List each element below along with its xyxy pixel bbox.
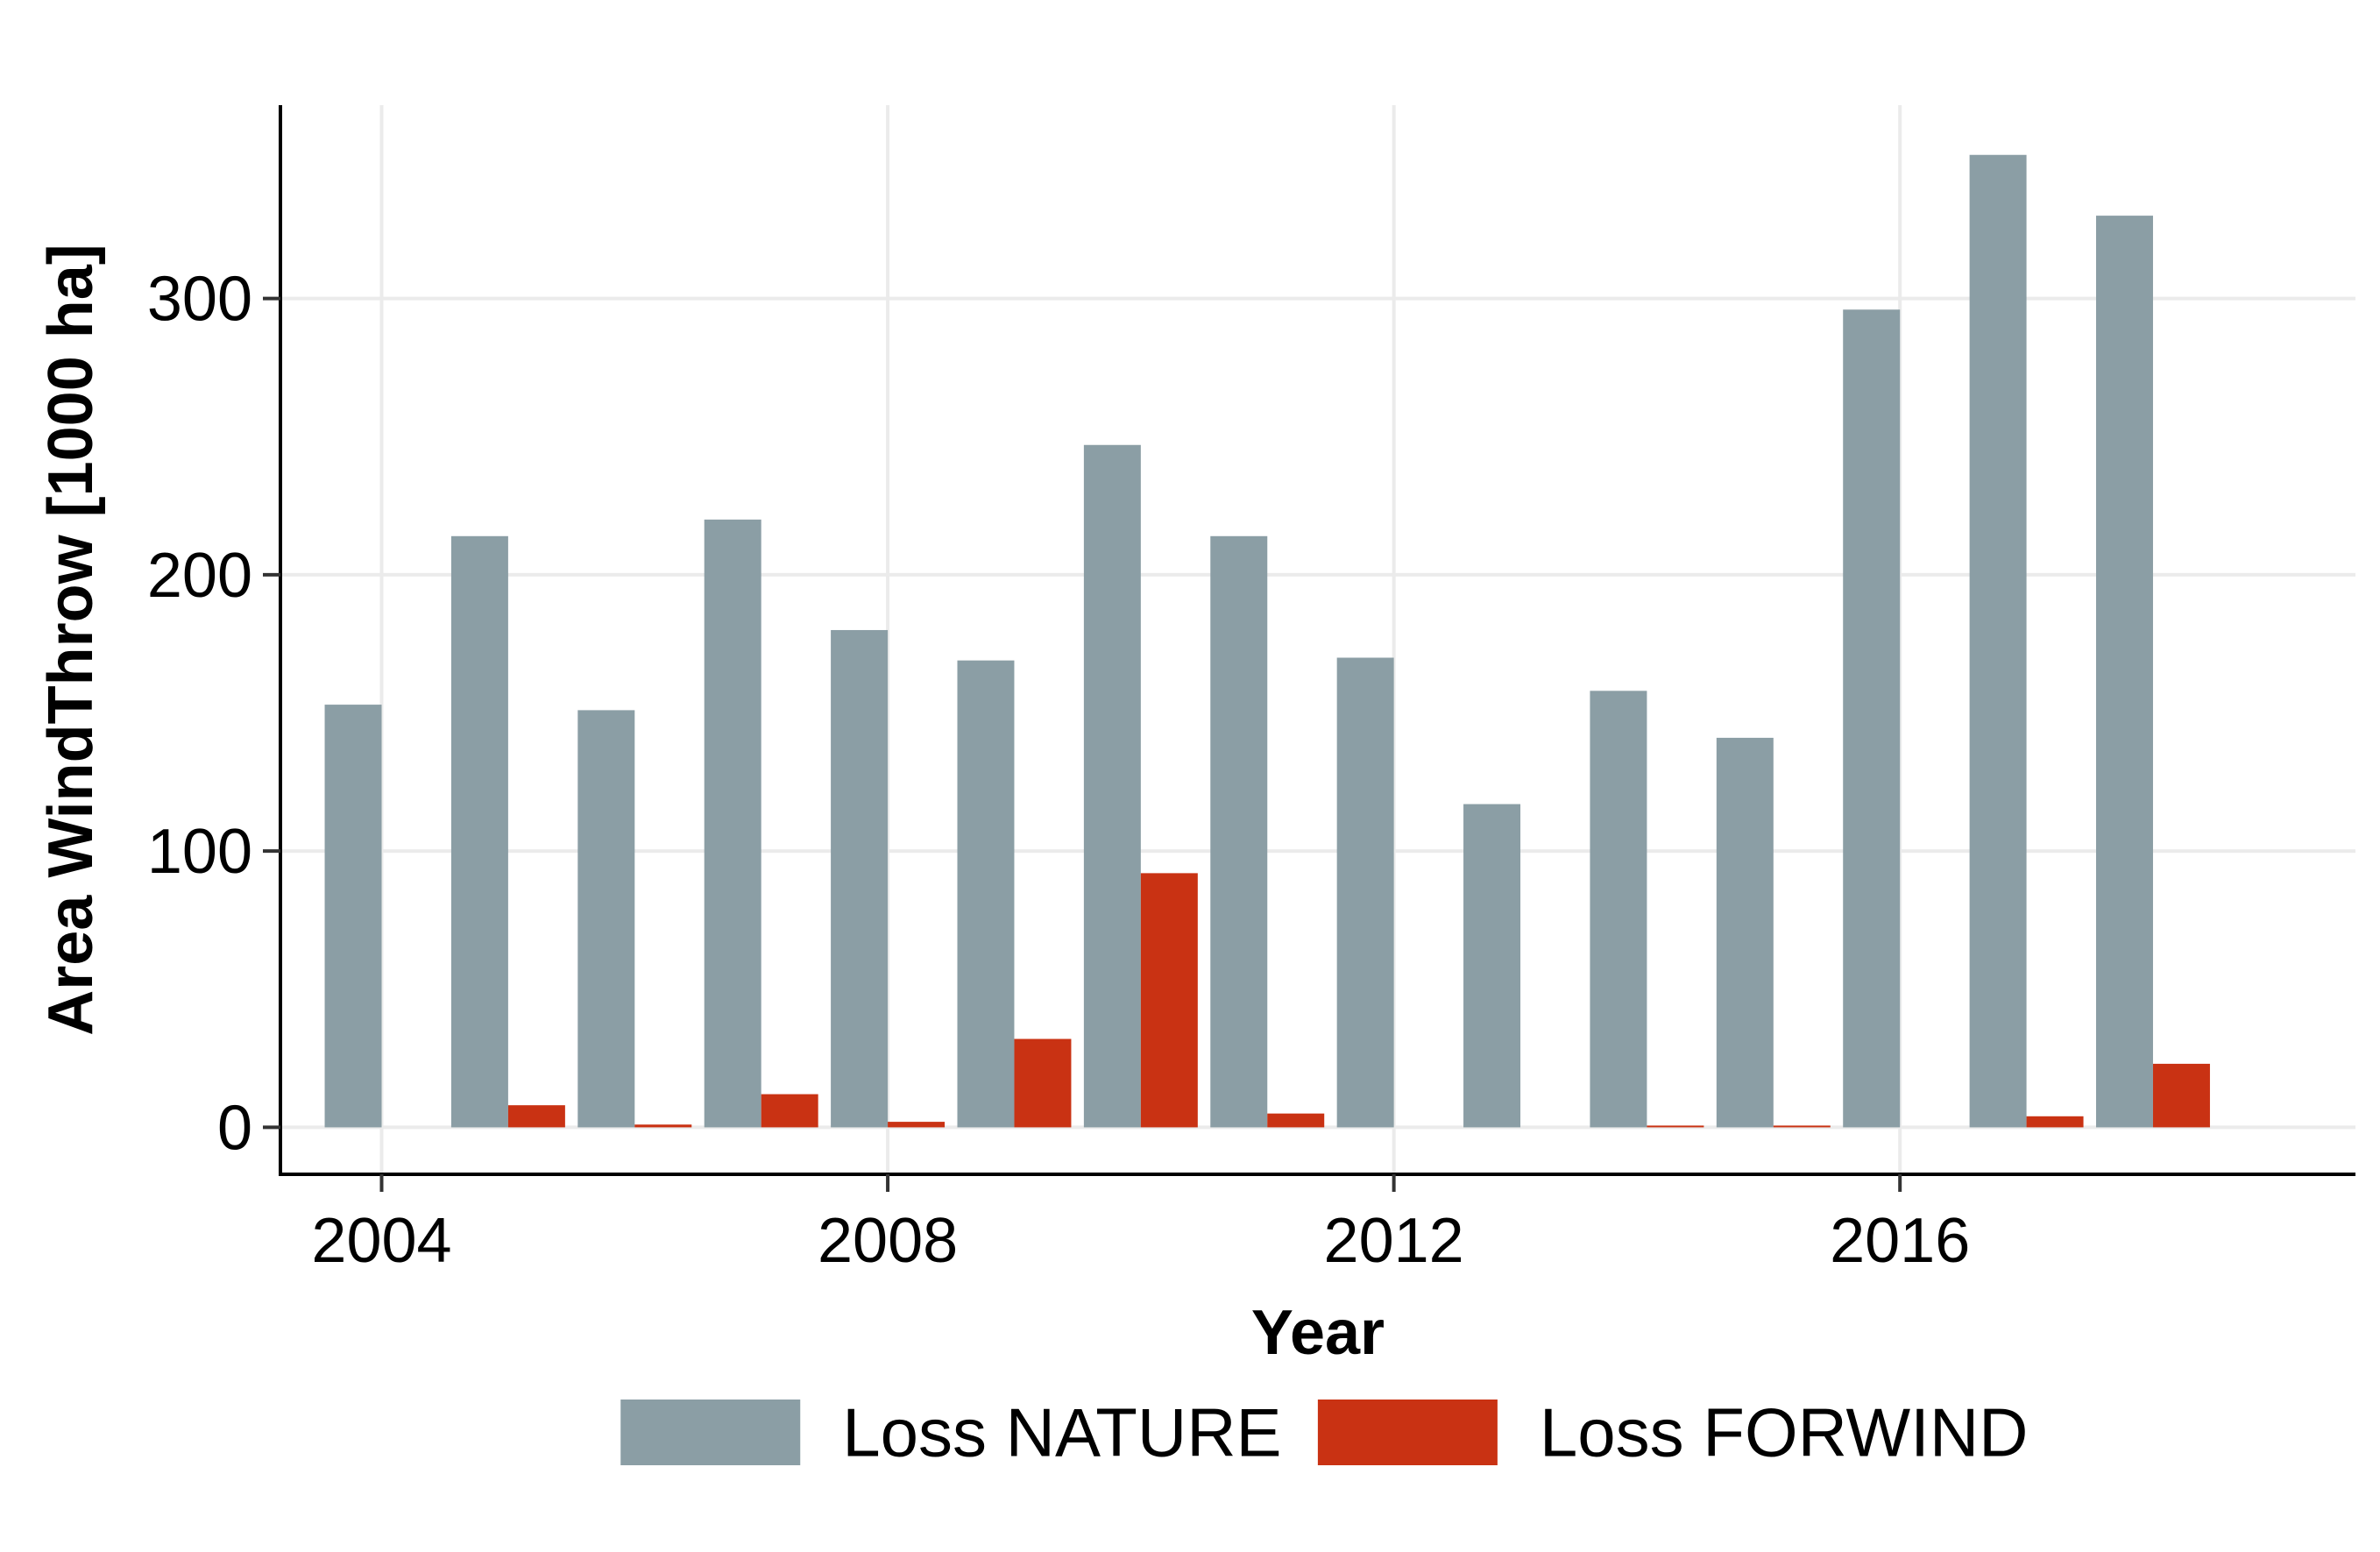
bar-loss-forwind	[888, 1122, 946, 1128]
bar-loss-nature	[831, 629, 889, 1128]
x-tick-label: 2016	[1830, 1206, 1970, 1276]
bar-loss-forwind	[1140, 873, 1198, 1128]
bars	[324, 154, 2210, 1128]
bar-loss-nature	[577, 710, 635, 1128]
axes	[263, 105, 2355, 1192]
bar-loss-forwind	[634, 1124, 692, 1128]
legend-label-loss-forwind: Loss FORWIND	[1540, 1394, 2029, 1471]
legend-item: Loss FORWIND	[1317, 1394, 2029, 1471]
bar-loss-forwind	[507, 1105, 565, 1128]
bar-loss-forwind	[1647, 1125, 1704, 1128]
bar-loss-nature	[704, 519, 761, 1128]
legend-label-loss-nature: Loss NATURE	[842, 1394, 1281, 1471]
bar-loss-nature	[450, 535, 508, 1128]
bar-loss-nature	[1716, 737, 1774, 1128]
bar-loss-nature	[1590, 691, 1647, 1128]
x-tick-label: 2008	[818, 1206, 958, 1276]
bar-loss-nature	[1969, 154, 2027, 1128]
y-tick-label: 200	[147, 541, 252, 611]
bar-loss-forwind	[2026, 1116, 2084, 1128]
y-axis-title: Area WindThrow [1000 ha]	[36, 244, 106, 1036]
x-tick-label: 2012	[1324, 1206, 1464, 1276]
bar-loss-nature	[957, 660, 1015, 1128]
x-tick-label: 2004	[311, 1206, 451, 1276]
legend-swatch-loss-forwind	[1317, 1400, 1498, 1465]
bar-loss-forwind	[761, 1094, 818, 1128]
y-tick-label: 100	[147, 817, 252, 887]
y-tick-label: 300	[147, 265, 252, 335]
x-axis-title: Year	[1251, 1298, 1385, 1368]
bar-loss-nature	[1463, 804, 1521, 1128]
bar-loss-nature	[1083, 444, 1141, 1128]
bar-loss-forwind	[2152, 1063, 2210, 1128]
bar-loss-nature	[1210, 535, 1268, 1128]
bar-loss-nature	[1843, 309, 1901, 1128]
legend-swatch-loss-nature	[620, 1400, 801, 1465]
bar-loss-forwind	[1267, 1113, 1325, 1128]
legend-item: Loss NATURE	[620, 1394, 1282, 1471]
bar-loss-nature	[1336, 657, 1394, 1128]
bar-loss-forwind	[1773, 1125, 1831, 1128]
bar-loss-nature	[324, 705, 382, 1128]
bar-loss-forwind	[1014, 1038, 1072, 1128]
bar-loss-nature	[2096, 216, 2153, 1128]
y-tick-label: 0	[217, 1093, 252, 1163]
tick-labels: 0 100 200 300 2004 2008 2012 2016	[147, 265, 1970, 1276]
legend: Loss NATURE Loss FORWIND	[620, 1394, 2029, 1471]
